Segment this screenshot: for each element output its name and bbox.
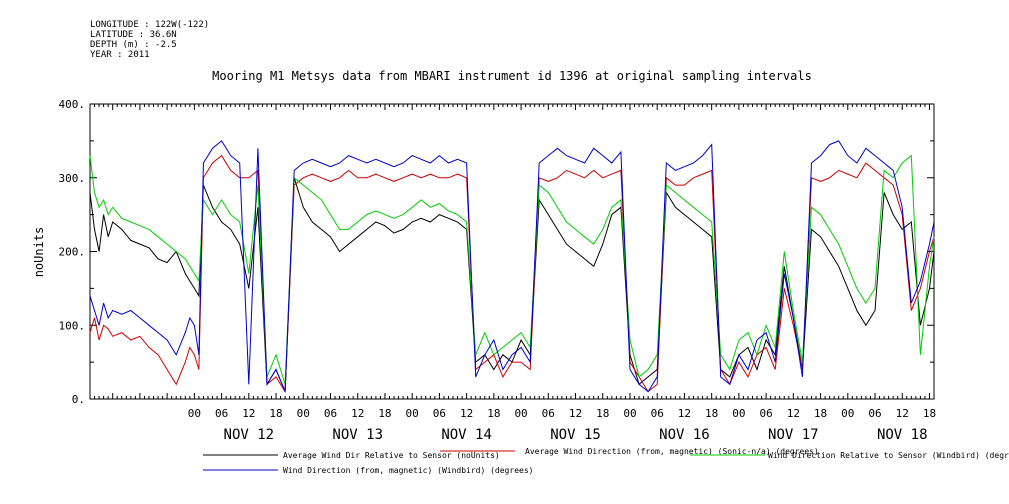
y-axis-label: noUnits [32, 227, 46, 278]
x-hour-label: 18 [487, 407, 500, 420]
y-tick-label: 200. [59, 246, 86, 259]
legend-label-3: Wind Direction Relative to Sensor (Windb… [768, 451, 1009, 460]
x-hour-label: 12 [242, 407, 255, 420]
x-hour-label: 18 [923, 407, 936, 420]
x-day-label: NOV 13 [332, 427, 383, 443]
x-day-label: NOV 16 [659, 427, 710, 443]
x-day-label: NOV 17 [768, 427, 819, 443]
legend-label-2: Average Wind Direction (from, magnetic) … [525, 447, 819, 456]
legend: Average Wind Dir Relative to Sensor (noU… [203, 447, 1009, 475]
axes: 0. 100. 200. 300. 400. 00 06 12 18 00 06 12 18 00 06 12… [59, 98, 937, 443]
x-hour-label: 06 [433, 407, 446, 420]
x-day-label: NOV 14 [441, 427, 492, 443]
y-tick-label: 400. [59, 98, 86, 111]
x-day-label: NOV 12 [224, 427, 275, 443]
y-tick-label: 300. [59, 172, 86, 185]
x-hour-label: 18 [596, 407, 609, 420]
x-day-label: NOV 18 [877, 427, 928, 443]
x-hour-label: 00 [514, 407, 527, 420]
x-hour-label: 00 [406, 407, 419, 420]
x-hour-label: 00 [623, 407, 636, 420]
x-hour-label: 12 [896, 407, 909, 420]
year-label: YEAR : 2011 [90, 50, 150, 60]
chart-title: Mooring M1 Metsys data from MBARI instru… [212, 69, 812, 83]
x-hour-label: 00 [188, 407, 201, 420]
x-hour-label: 12 [569, 407, 582, 420]
x-hour-label: 12 [678, 407, 691, 420]
depth-label: DEPTH (m) : -2.5 [90, 40, 177, 50]
x-hour-label: 18 [378, 407, 391, 420]
series-line-3 [89, 154, 935, 385]
legend-label-4: Wind Direction (from, magnetic) (Windbir… [283, 466, 533, 475]
y-tick-label: 100. [59, 319, 86, 332]
x-hour-label: 18 [814, 407, 827, 420]
x-day-label: NOV 15 [550, 427, 601, 443]
series-lines [89, 140, 935, 394]
x-hour-label: 18 [269, 407, 282, 420]
x-hour-label: 06 [542, 407, 555, 420]
y-tick-label: 0. [72, 393, 85, 406]
longitude-label: LONGITUDE : 122W(-122) [90, 20, 210, 30]
metadata-block: LONGITUDE : 122W(-122) LATITUDE : 36.6N … [90, 20, 209, 60]
x-hour-label: 06 [868, 407, 881, 420]
x-hour-label: 12 [460, 407, 473, 420]
latitude-label: LATITUDE : 36.6N [90, 30, 177, 40]
x-hour-label: 00 [841, 407, 854, 420]
series-line-4 [89, 140, 935, 393]
x-hour-label: 06 [759, 407, 772, 420]
x-hour-label: 18 [705, 407, 718, 420]
x-hour-label: 06 [651, 407, 664, 420]
x-hour-label: 00 [732, 407, 745, 420]
x-hour-label: 12 [787, 407, 800, 420]
x-hour-label: 00 [297, 407, 310, 420]
x-hour-label: 12 [351, 407, 364, 420]
x-hour-label: 06 [215, 407, 228, 420]
legend-label-1: Average Wind Dir Relative to Sensor (noU… [283, 451, 500, 460]
x-hour-label: 06 [324, 407, 337, 420]
